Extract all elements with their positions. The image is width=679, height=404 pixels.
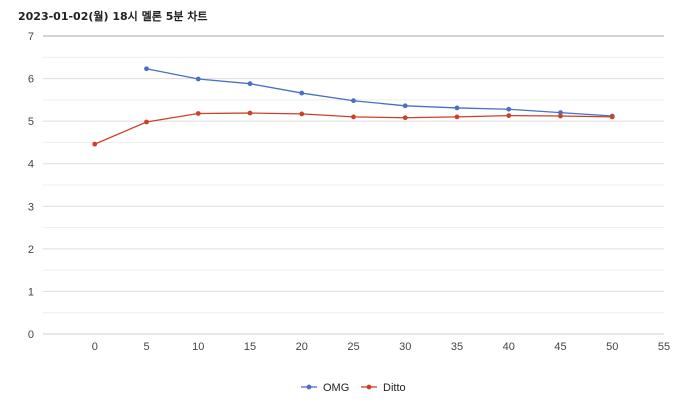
chart-title: 2023-01-02(월) 18시 멜론 5분 차트	[18, 10, 208, 23]
series-ditto	[92, 110, 615, 147]
data-point	[351, 98, 356, 104]
y-tick-label: 6	[28, 74, 34, 86]
x-tick-label: 50	[606, 341, 618, 353]
data-point	[506, 113, 512, 119]
x-tick-label: 20	[296, 341, 308, 353]
data-point	[506, 106, 512, 112]
y-tick-label: 2	[28, 244, 34, 256]
y-tick-label: 5	[28, 116, 34, 128]
x-tick-label: 0	[92, 341, 98, 353]
data-point	[299, 90, 305, 96]
y-tick-label: 1	[28, 286, 34, 298]
x-tick-label: 55	[658, 341, 670, 353]
data-point	[247, 81, 253, 87]
grid-lines	[43, 35, 664, 335]
x-tick-label: 40	[503, 341, 515, 353]
y-tick-label: 3	[28, 201, 34, 213]
data-point	[247, 110, 253, 116]
legend-swatch-marker	[366, 384, 372, 390]
series-lines	[92, 66, 615, 147]
legend-swatch-marker	[306, 384, 312, 390]
data-point	[195, 76, 201, 82]
x-tick-label: 35	[451, 341, 463, 353]
x-tick-label: 30	[399, 341, 411, 353]
y-tick-label: 4	[28, 159, 34, 171]
legend-label: OMG	[323, 382, 349, 394]
x-axis-ticks: 0 5 10 15 20 25 30 35 40 45 50 55	[92, 341, 670, 353]
y-axis-ticks: 0 1 2 3 4 5 6 7	[28, 31, 34, 341]
data-point	[351, 114, 356, 120]
x-tick-label: 5	[143, 341, 149, 353]
data-point	[558, 113, 563, 119]
data-point	[92, 141, 98, 147]
legend: OMG Ditto	[301, 382, 406, 394]
data-point	[402, 115, 408, 121]
data-point	[144, 119, 149, 125]
data-point	[609, 114, 615, 120]
data-point	[144, 66, 149, 72]
x-tick-label: 10	[192, 341, 204, 353]
data-point	[454, 105, 460, 111]
y-tick-label: 7	[28, 31, 34, 43]
x-tick-label: 25	[347, 341, 359, 353]
data-point	[402, 103, 408, 109]
x-tick-label: 15	[244, 341, 256, 353]
legend-item-omg: OMG	[301, 382, 349, 394]
data-point	[454, 114, 460, 120]
series-omg	[144, 66, 615, 119]
legend-item-ditto: Ditto	[361, 382, 406, 394]
data-point	[558, 110, 563, 116]
legend-label: Ditto	[383, 382, 406, 394]
series-line	[146, 68, 613, 117]
data-point	[195, 111, 201, 116]
y-tick-label: 0	[28, 329, 34, 341]
data-point	[299, 111, 305, 117]
x-tick-label: 45	[554, 341, 566, 353]
